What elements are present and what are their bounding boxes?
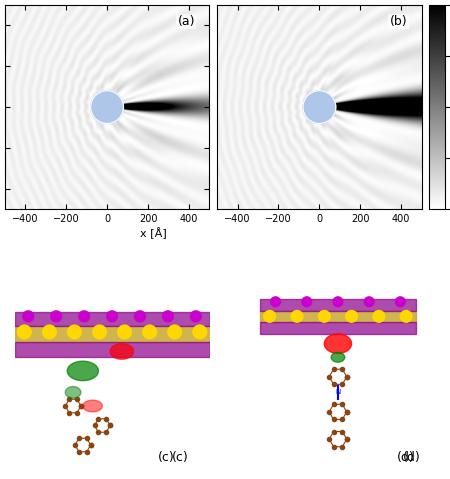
Polygon shape — [67, 361, 99, 381]
Bar — [260, 322, 416, 334]
Circle shape — [303, 91, 336, 124]
Bar — [14, 312, 210, 326]
Circle shape — [68, 325, 81, 339]
Bar — [14, 342, 210, 357]
Circle shape — [364, 297, 374, 307]
Circle shape — [51, 311, 62, 322]
Circle shape — [190, 311, 201, 322]
Circle shape — [168, 325, 181, 339]
Polygon shape — [65, 387, 81, 398]
Circle shape — [346, 310, 357, 322]
Bar — [260, 299, 416, 310]
Circle shape — [396, 297, 405, 307]
Circle shape — [79, 311, 90, 322]
Circle shape — [333, 297, 343, 307]
Circle shape — [143, 325, 157, 339]
Text: (d): (d) — [397, 452, 415, 465]
Text: (c): (c) — [172, 452, 189, 465]
Circle shape — [43, 325, 56, 339]
Polygon shape — [331, 353, 345, 362]
Text: (c): (c) — [158, 452, 175, 465]
Circle shape — [135, 311, 145, 322]
Text: (a): (a) — [178, 15, 195, 28]
Circle shape — [400, 310, 412, 322]
Circle shape — [23, 311, 34, 322]
Polygon shape — [83, 400, 102, 412]
Bar — [260, 310, 416, 322]
Text: (d): (d) — [403, 452, 421, 465]
Circle shape — [18, 325, 31, 339]
Circle shape — [193, 325, 207, 339]
Circle shape — [302, 297, 312, 307]
Circle shape — [118, 325, 131, 339]
Circle shape — [107, 311, 117, 322]
Polygon shape — [110, 343, 134, 359]
Circle shape — [373, 310, 385, 322]
Circle shape — [93, 325, 106, 339]
Text: (b): (b) — [390, 15, 407, 28]
Circle shape — [91, 91, 123, 124]
Text: N: N — [335, 389, 341, 395]
Text: x [Å]: x [Å] — [140, 228, 166, 240]
Polygon shape — [324, 334, 351, 354]
Bar — [14, 326, 210, 342]
Circle shape — [319, 310, 330, 322]
Circle shape — [291, 310, 303, 322]
Circle shape — [264, 310, 275, 322]
Circle shape — [162, 311, 173, 322]
Circle shape — [271, 297, 280, 307]
